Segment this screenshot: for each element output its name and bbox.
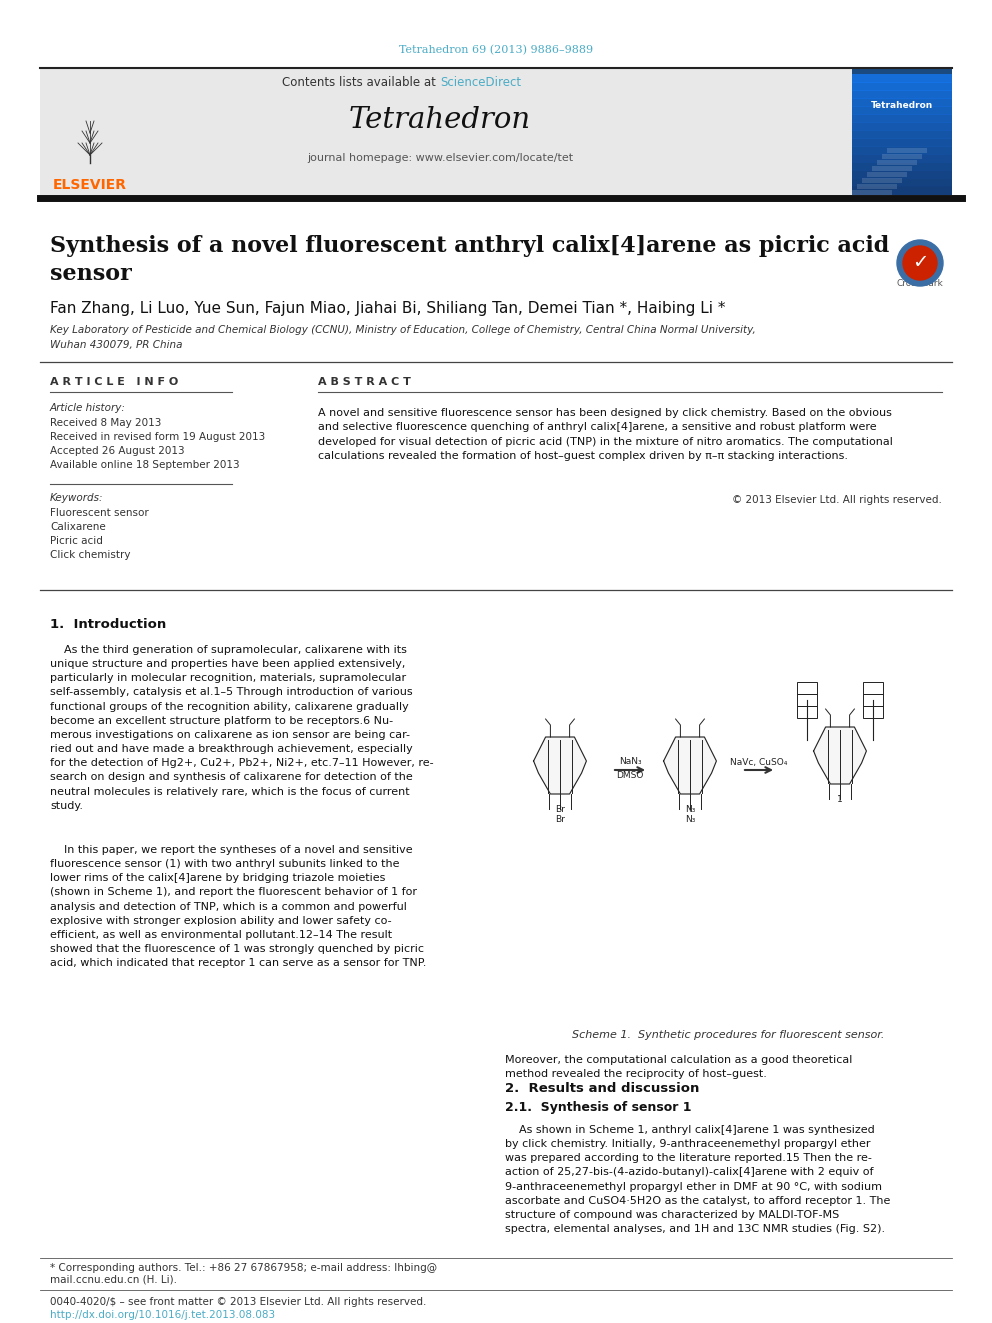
Text: N₃
N₃: N₃ N₃ <box>684 804 695 824</box>
Text: * Corresponding authors. Tel.: +86 27 67867958; e-mail address: lhbing@: * Corresponding authors. Tel.: +86 27 67… <box>50 1263 437 1273</box>
Bar <box>852 191 892 194</box>
Text: Moreover, the computational calculation as a good theoretical
method revealed th: Moreover, the computational calculation … <box>505 1054 852 1080</box>
Text: Br
Br: Br Br <box>556 804 564 824</box>
Bar <box>882 153 922 159</box>
Text: In this paper, we report the syntheses of a novel and sensitive
fluorescence sen: In this paper, we report the syntheses o… <box>50 845 427 968</box>
Text: As the third generation of supramolecular, calixarene with its
unique structure : As the third generation of supramolecula… <box>50 646 434 811</box>
Text: ✓: ✓ <box>912 254 929 273</box>
Circle shape <box>903 246 937 280</box>
Text: © 2013 Elsevier Ltd. All rights reserved.: © 2013 Elsevier Ltd. All rights reserved… <box>732 495 942 505</box>
Text: Received 8 May 2013: Received 8 May 2013 <box>50 418 162 429</box>
Text: Keywords:: Keywords: <box>50 493 103 503</box>
Bar <box>797 681 817 695</box>
Text: CrossMark: CrossMark <box>897 279 943 288</box>
Bar <box>852 82 952 91</box>
Text: Tetrahedron 69 (2013) 9886–9889: Tetrahedron 69 (2013) 9886–9889 <box>399 45 593 56</box>
Bar <box>852 67 952 194</box>
Bar <box>40 67 175 194</box>
Bar <box>863 681 883 695</box>
Text: Wuhan 430079, PR China: Wuhan 430079, PR China <box>50 340 183 351</box>
Text: Calixarene: Calixarene <box>50 523 106 532</box>
Text: ELSEVIER: ELSEVIER <box>53 179 127 192</box>
Text: Scheme 1.  Synthetic procedures for fluorescent sensor.: Scheme 1. Synthetic procedures for fluor… <box>571 1031 884 1040</box>
Bar <box>852 106 952 115</box>
Bar <box>852 169 952 179</box>
Text: ScienceDirect: ScienceDirect <box>440 77 521 90</box>
Polygon shape <box>664 737 716 794</box>
Text: 1.  Introduction: 1. Introduction <box>50 618 167 631</box>
Text: As shown in Scheme 1, anthryl calix[4]arene 1 was synthesized
by click chemistry: As shown in Scheme 1, anthryl calix[4]ar… <box>505 1125 891 1234</box>
Text: A B S T R A C T: A B S T R A C T <box>318 377 411 388</box>
Text: mail.ccnu.edu.cn (H. Li).: mail.ccnu.edu.cn (H. Li). <box>50 1275 177 1285</box>
Bar <box>862 179 902 183</box>
Circle shape <box>897 239 943 286</box>
Bar <box>852 98 952 107</box>
Bar <box>857 184 897 189</box>
Text: Fan Zhang, Li Luo, Yue Sun, Fajun Miao, Jiahai Bi, Shiliang Tan, Demei Tian *, H: Fan Zhang, Li Luo, Yue Sun, Fajun Miao, … <box>50 300 725 315</box>
Bar <box>797 695 817 706</box>
Bar <box>505 765 952 1031</box>
Text: 0040-4020/$ – see front matter © 2013 Elsevier Ltd. All rights reserved.: 0040-4020/$ – see front matter © 2013 El… <box>50 1297 427 1307</box>
Text: 2.1.  Synthesis of sensor 1: 2.1. Synthesis of sensor 1 <box>505 1102 691 1114</box>
Bar <box>852 114 952 123</box>
Bar <box>852 122 952 131</box>
Text: Article history:: Article history: <box>50 404 126 413</box>
Bar <box>852 153 952 163</box>
Text: Available online 18 September 2013: Available online 18 September 2013 <box>50 460 240 470</box>
Text: A R T I C L E   I N F O: A R T I C L E I N F O <box>50 377 179 388</box>
Bar <box>40 67 852 194</box>
Bar <box>852 74 952 83</box>
Text: 2.  Results and discussion: 2. Results and discussion <box>505 1081 699 1094</box>
Text: NaVc, CuSO₄: NaVc, CuSO₄ <box>730 758 788 766</box>
Bar <box>872 165 912 171</box>
Text: Contents lists available at: Contents lists available at <box>283 77 440 90</box>
Text: Click chemistry: Click chemistry <box>50 550 131 560</box>
Bar <box>852 187 952 194</box>
Bar <box>852 146 952 155</box>
Polygon shape <box>813 728 866 785</box>
Polygon shape <box>534 737 586 794</box>
Bar <box>887 148 927 153</box>
Text: A novel and sensitive fluorescence sensor has been designed by click chemistry. : A novel and sensitive fluorescence senso… <box>318 407 893 462</box>
Text: http://dx.doi.org/10.1016/j.tet.2013.08.083: http://dx.doi.org/10.1016/j.tet.2013.08.… <box>50 1310 275 1320</box>
Bar <box>852 179 952 187</box>
Text: Picric acid: Picric acid <box>50 536 103 546</box>
Text: 1: 1 <box>837 795 843 804</box>
Text: DMSO: DMSO <box>616 770 644 779</box>
Bar <box>852 130 952 139</box>
Text: Synthesis of a novel fluorescent anthryl calix[4]arene as picric acid
sensor: Synthesis of a novel fluorescent anthryl… <box>50 235 889 284</box>
Text: journal homepage: www.elsevier.com/locate/tet: journal homepage: www.elsevier.com/locat… <box>307 153 573 163</box>
Text: Fluorescent sensor: Fluorescent sensor <box>50 508 149 519</box>
Bar <box>852 161 952 171</box>
Bar <box>852 90 952 99</box>
Text: Accepted 26 August 2013: Accepted 26 August 2013 <box>50 446 185 456</box>
Bar <box>797 706 817 718</box>
Bar <box>863 695 883 706</box>
Text: Key Laboratory of Pesticide and Chemical Biology (CCNU), Ministry of Education, : Key Laboratory of Pesticide and Chemical… <box>50 325 756 335</box>
Text: Tetrahedron: Tetrahedron <box>871 101 933 110</box>
Bar <box>863 706 883 718</box>
Text: Received in revised form 19 August 2013: Received in revised form 19 August 2013 <box>50 433 265 442</box>
Text: NaN₃: NaN₃ <box>619 758 641 766</box>
Bar <box>867 172 907 177</box>
Text: Tetrahedron: Tetrahedron <box>349 106 531 134</box>
Bar <box>852 138 952 147</box>
Bar <box>877 160 917 165</box>
